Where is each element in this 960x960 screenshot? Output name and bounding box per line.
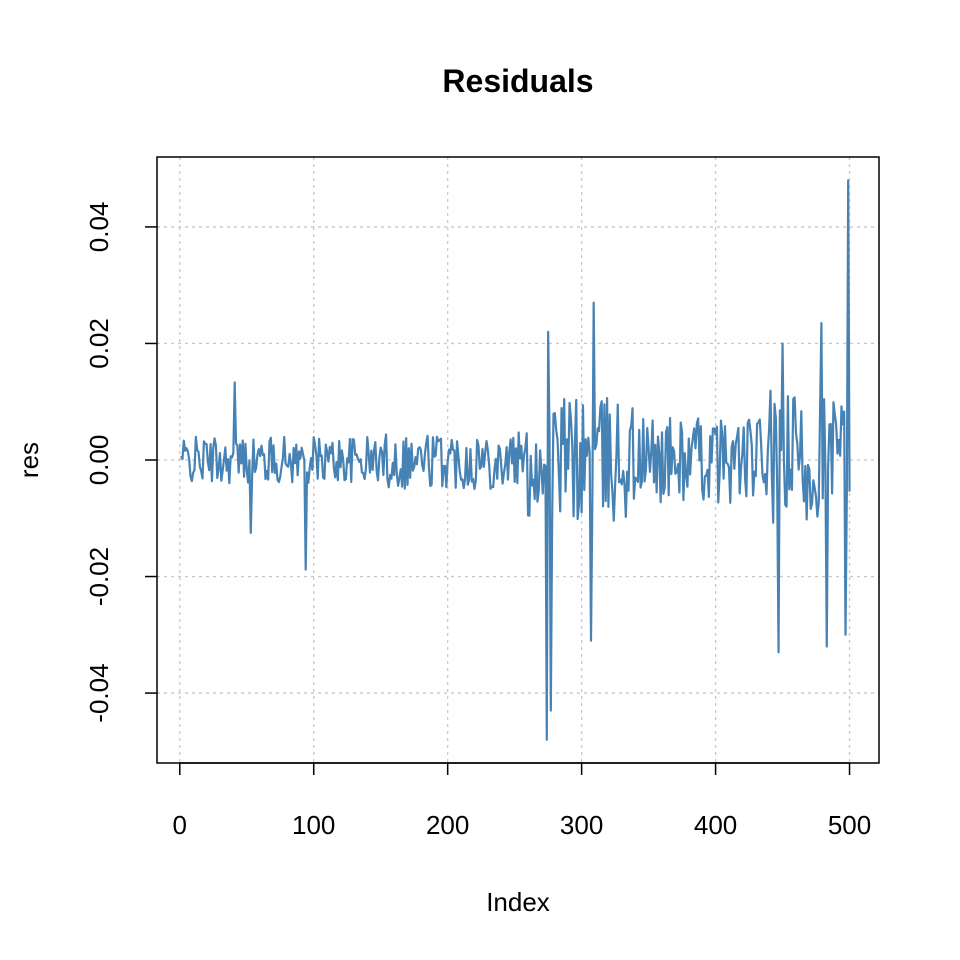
x-axis-label: Index <box>486 887 550 917</box>
x-tick-label: 100 <box>292 810 335 840</box>
y-tick-label: -0.04 <box>84 663 114 722</box>
y-tick-label: -0.02 <box>84 547 114 606</box>
y-tick-label: 0.04 <box>84 202 114 253</box>
chart-title: Residuals <box>442 63 593 99</box>
series-layer <box>180 179 851 741</box>
y-axis-label: res <box>14 442 44 478</box>
x-tick-label: 0 <box>173 810 187 840</box>
y-tick-label: 0.02 <box>84 318 114 369</box>
x-tick-label: 500 <box>828 810 871 840</box>
y-axis: -0.04 -0.02 0.00 0.02 0.04 <box>84 202 157 723</box>
y-tick-label: 0.00 <box>84 435 114 486</box>
residual-series-line <box>180 179 851 741</box>
x-tick-label: 400 <box>694 810 737 840</box>
x-axis: 0 100 200 300 400 500 <box>173 762 871 840</box>
x-tick-label: 200 <box>426 810 469 840</box>
x-tick-label: 300 <box>560 810 603 840</box>
